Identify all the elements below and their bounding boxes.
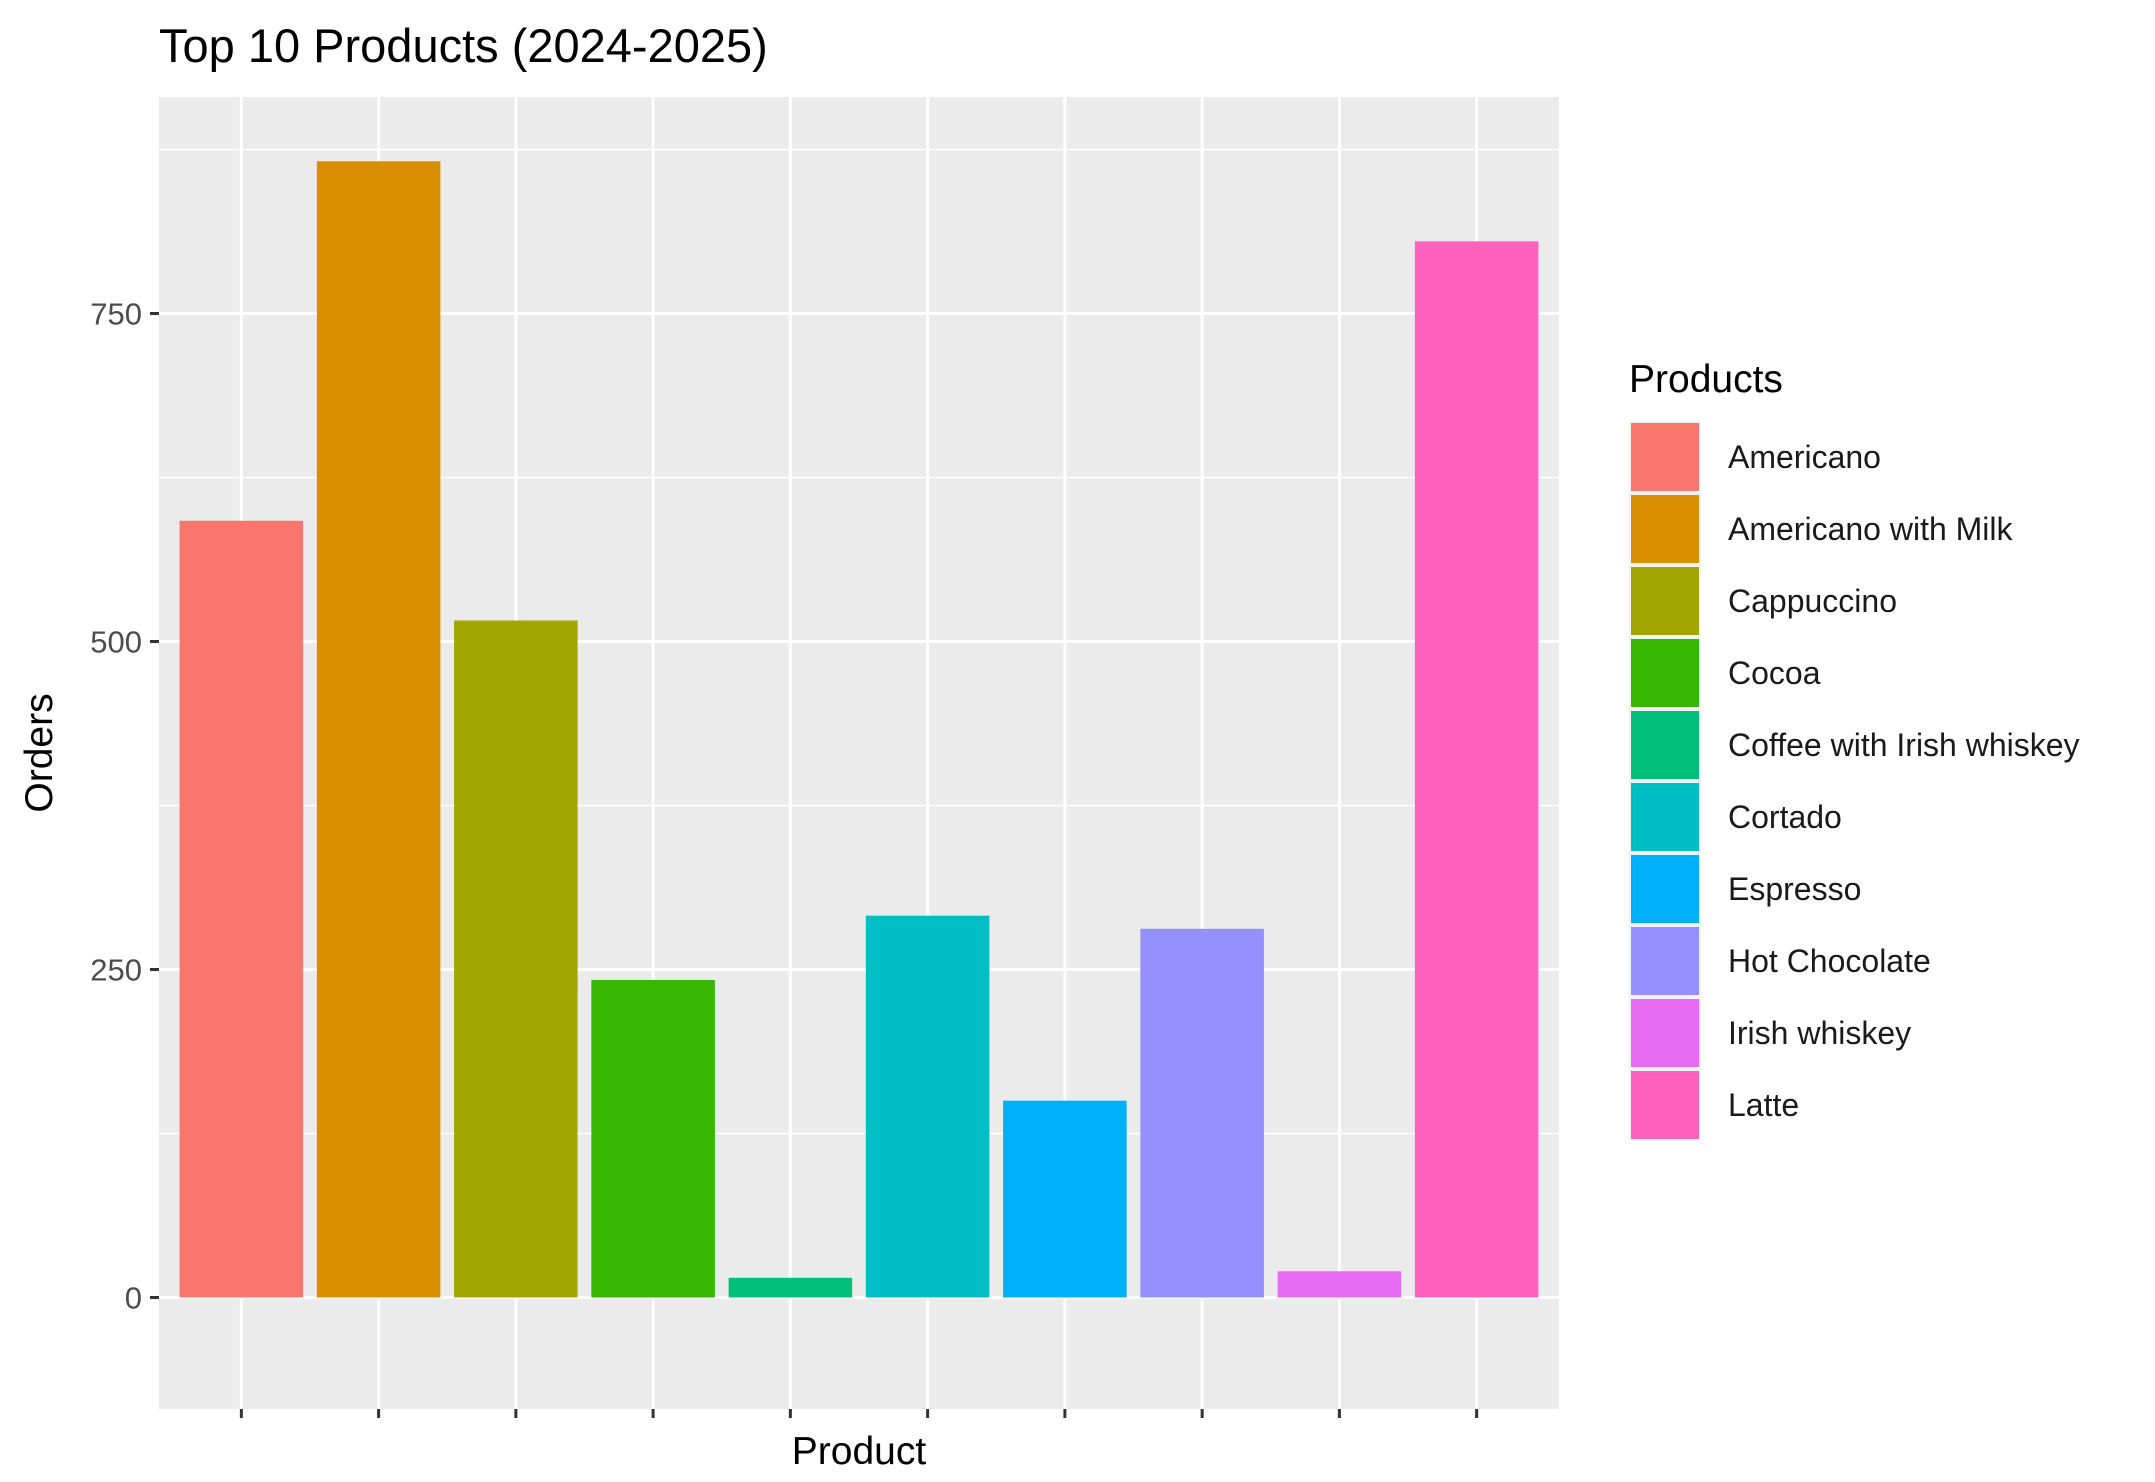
bars bbox=[179, 161, 1539, 1298]
bar-americano-with-milk bbox=[316, 161, 441, 1298]
legend-label: Cortado bbox=[1728, 799, 1842, 835]
legend-swatch bbox=[1631, 999, 1699, 1067]
legend-label: Hot Chocolate bbox=[1728, 943, 1931, 979]
bar-cappuccino bbox=[454, 620, 578, 1298]
bar-latte bbox=[1414, 241, 1539, 1298]
chart-title: Top 10 Products (2024-2025) bbox=[159, 19, 768, 72]
bar-cocoa bbox=[591, 979, 715, 1298]
legend-swatch bbox=[1631, 567, 1699, 635]
legend: Products Americano Americano with Milk Cap… bbox=[1629, 358, 2080, 1141]
bar-espresso bbox=[1003, 1100, 1127, 1298]
legend-swatch bbox=[1631, 639, 1699, 707]
y-tick-label: 250 bbox=[90, 952, 142, 987]
y-tick-label: 750 bbox=[90, 296, 142, 331]
bar-irish-whiskey bbox=[1277, 1271, 1402, 1298]
bar-cortado bbox=[865, 915, 990, 1298]
legend-swatch bbox=[1631, 927, 1699, 995]
legend-label: Irish whiskey bbox=[1728, 1015, 1911, 1051]
legend-swatch bbox=[1631, 855, 1699, 923]
bar-americano bbox=[179, 520, 304, 1298]
legend-swatch bbox=[1631, 423, 1699, 491]
legend-items: Americano Americano with Milk Cappuccino Co… bbox=[1629, 421, 2080, 1141]
x-axis-title: Product bbox=[792, 1430, 927, 1473]
legend-label: Americano with Milk bbox=[1728, 511, 2014, 547]
legend-label: Cocoa bbox=[1728, 655, 1821, 691]
bar-coffee-with-irish-whiskey bbox=[728, 1277, 853, 1298]
legend-label: Espresso bbox=[1728, 871, 1861, 907]
legend-label: Americano bbox=[1728, 439, 1881, 475]
legend-title: Products bbox=[1629, 358, 1783, 401]
legend-label: Coffee with Irish whiskey bbox=[1728, 727, 2080, 763]
y-tick-label: 500 bbox=[90, 624, 142, 659]
axes: 0 250 500 750 bbox=[90, 296, 1479, 1418]
bar-hot-chocolate bbox=[1140, 928, 1264, 1298]
y-tick-label: 0 bbox=[125, 1280, 142, 1315]
legend-swatch bbox=[1631, 1071, 1699, 1139]
legend-swatch bbox=[1631, 711, 1699, 779]
legend-label: Latte bbox=[1728, 1087, 1799, 1123]
legend-swatch bbox=[1631, 783, 1699, 851]
legend-swatch bbox=[1631, 495, 1699, 563]
y-axis-title: Orders bbox=[18, 693, 61, 812]
legend-label: Cappuccino bbox=[1728, 583, 1897, 619]
